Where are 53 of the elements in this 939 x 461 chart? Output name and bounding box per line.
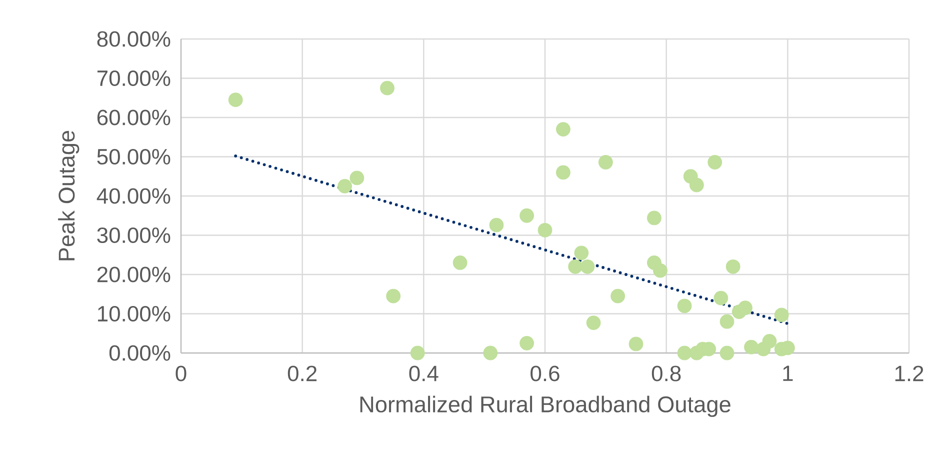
- point: [520, 336, 534, 350]
- point: [568, 259, 583, 274]
- point: [744, 340, 758, 354]
- point: [556, 122, 570, 136]
- point: [338, 178, 352, 194]
- x-tick-label: 0.4: [409, 366, 438, 382]
- point: [483, 346, 498, 360]
- point: [714, 290, 728, 306]
- y-tick-label: 20.00%: [97, 266, 170, 282]
- point: [580, 259, 595, 274]
- point: [610, 288, 626, 304]
- point: [350, 170, 364, 186]
- x-tick-label: 0: [176, 366, 186, 382]
- point: [689, 178, 704, 192]
- point: [574, 246, 589, 260]
- point: [653, 263, 668, 278]
- x-tick-label: 0.6: [530, 366, 560, 382]
- point: [538, 222, 552, 238]
- x-tick-label: 0.8: [652, 366, 681, 382]
- point: [628, 336, 644, 352]
- point: [720, 346, 734, 360]
- y-tick-label: 60.00%: [97, 110, 170, 126]
- y-tick-label: 80.00%: [97, 31, 170, 47]
- point: [410, 346, 425, 360]
- point: [556, 165, 570, 180]
- point: [708, 155, 722, 170]
- point: [520, 208, 534, 223]
- point: [489, 218, 504, 232]
- y-tick-label: 10.00%: [98, 306, 170, 322]
- x-tick-label: 1: [783, 366, 793, 381]
- x-tick-label: 0.2: [288, 366, 317, 382]
- y-axis-title: Peak Outage: [58, 130, 80, 260]
- point: [720, 314, 734, 329]
- y-tick-label: 40.00%: [96, 188, 170, 204]
- y-tick-label: 50.00%: [97, 148, 170, 165]
- point: [726, 259, 740, 274]
- y-tick-label: 70.00%: [97, 70, 170, 86]
- point: [774, 308, 789, 322]
- point: [677, 298, 692, 314]
- y-tick-label: 30.00%: [97, 227, 170, 244]
- point: [762, 334, 777, 348]
- point: [380, 80, 394, 96]
- point: [228, 92, 243, 108]
- x-axis-title: Normalized Rural Broadband Outage: [360, 396, 730, 417]
- point: [677, 346, 692, 360]
- x-tick-label: 1.2: [895, 366, 924, 382]
- point: [452, 256, 468, 270]
- point: [586, 316, 601, 330]
- point: [647, 210, 662, 226]
- y-tick-label: 0.00%: [109, 345, 170, 361]
- point: [386, 288, 401, 304]
- point: [738, 300, 752, 316]
- point: [598, 155, 613, 170]
